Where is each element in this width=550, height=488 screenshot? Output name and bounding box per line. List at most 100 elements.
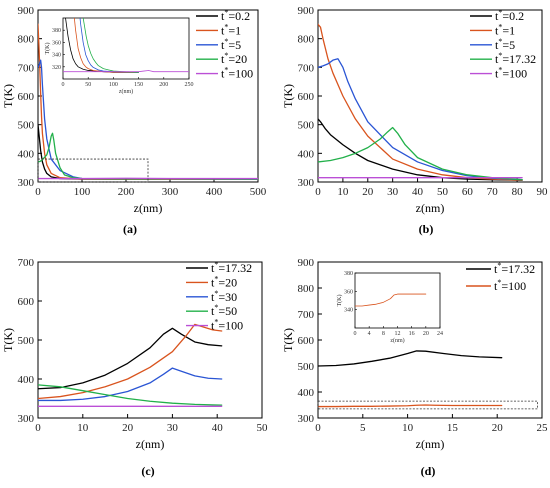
legend: t*=0.2t*=1t*=5t*=20t*=100 <box>196 8 253 81</box>
x-tick-label: 80 <box>512 186 524 198</box>
inset-series-group <box>355 293 427 307</box>
x-tick-label: 200 <box>118 186 135 198</box>
legend-entry: t*=20 <box>211 274 237 289</box>
inset-x-tick-label: 50 <box>85 82 91 88</box>
x-tick-label: 90 <box>537 186 549 198</box>
series-line-0 <box>38 124 258 180</box>
x-tick-label: 500 <box>250 186 267 198</box>
series-line-0 <box>318 350 503 367</box>
inset-y-tick-label: 340 <box>52 53 61 59</box>
legend-entry: t*=17.32 <box>495 51 536 66</box>
y-tick-label: 400 <box>18 148 35 160</box>
x-tick-label: 100 <box>74 186 91 198</box>
series-line-2 <box>38 59 258 180</box>
legend-entry: t*=17.32 <box>211 260 252 275</box>
inset-y-tick-label: 380 <box>344 271 353 277</box>
y-tick-label: 500 <box>298 361 315 373</box>
inset-y-tick-label: 320 <box>52 65 61 71</box>
x-tick-label: 0 <box>35 186 41 198</box>
x-tick-label: 60 <box>462 186 474 198</box>
y-axis-label: T(K) <box>1 328 15 352</box>
x-tick-label: 400 <box>206 186 223 198</box>
inset-y-axis-label: T(K) <box>44 43 51 55</box>
legend-entry: t*=100 <box>494 278 526 293</box>
legend-entry: t*=100 <box>211 318 243 333</box>
x-tick-label: 10 <box>337 186 349 198</box>
legend-entry: t*=100 <box>221 66 253 81</box>
panel-a: 0 100 200 300 400 500300400500600700800900z(n… <box>1 5 267 236</box>
x-axis-label: z(nm) <box>134 201 163 215</box>
panel-label: (c) <box>141 464 154 478</box>
legend: t*=17.32 t*=100 <box>466 261 535 293</box>
legend-entry: t*=0.2 <box>221 8 250 23</box>
inset-x-tick-label: 150 <box>134 82 143 88</box>
inset-y-tick-label: 360 <box>344 289 353 295</box>
series-line-1 <box>318 404 503 408</box>
series-line-3 <box>38 384 223 406</box>
inset-x-tick-label: 20 <box>423 331 429 337</box>
legend-entry: t*=5 <box>495 37 515 52</box>
series-line-3 <box>318 126 523 181</box>
inset-x-tick-label: 16 <box>409 331 415 337</box>
inset-x-tick-label: 0 <box>62 82 65 88</box>
y-tick-label: 500 <box>18 335 35 347</box>
y-tick-label: 400 <box>298 387 315 399</box>
y-tick-label: 300 <box>18 413 35 425</box>
legend-entry: t*=0.2 <box>495 8 524 23</box>
series-group <box>318 23 523 181</box>
inset-x-axis-label: z(nm) <box>119 88 133 95</box>
legend-entry: t*=5 <box>221 37 241 52</box>
y-tick-label: 300 <box>298 413 315 425</box>
y-tick-label: 700 <box>298 309 315 321</box>
series-line-2 <box>38 367 223 402</box>
y-tick-label: 500 <box>18 120 35 132</box>
inset-y-tick-label: 360 <box>52 40 61 46</box>
x-tick-label: 30 <box>387 186 399 198</box>
inset-x-tick-label: 250 <box>185 82 194 88</box>
x-tick-label: 15 <box>447 422 459 434</box>
inset-series-line-3 <box>82 18 140 73</box>
x-tick-label: 20 <box>492 422 504 434</box>
series-line-0 <box>38 327 223 390</box>
y-tick-label: 800 <box>18 34 35 46</box>
x-tick-label: 10 <box>402 422 414 434</box>
legend-entry: t*=17.32 <box>494 261 535 276</box>
y-tick-label: 400 <box>298 148 315 160</box>
x-tick-label: 40 <box>412 186 424 198</box>
inset-x-tick-label: 12 <box>395 331 401 337</box>
x-tick-label: 10 <box>77 422 89 434</box>
x-tick-label: 300 <box>162 186 179 198</box>
inset-series-line-2 <box>79 18 140 73</box>
series-group <box>318 350 503 408</box>
y-tick-label: 800 <box>298 34 315 46</box>
y-tick-label: 400 <box>18 374 35 386</box>
inset-y-axis-label: T(K) <box>336 295 343 307</box>
x-axis-label: z(nm) <box>136 437 165 451</box>
y-axis-label: T(K) <box>281 328 295 352</box>
y-tick-label: 900 <box>298 5 315 17</box>
series-line-1 <box>318 23 523 181</box>
inset-x-tick-label: 4 <box>368 331 371 337</box>
x-tick-label: 0 <box>315 422 321 434</box>
y-tick-label: 600 <box>298 91 315 103</box>
inset-series-line-4 <box>63 70 189 73</box>
x-tick-label: 0 <box>35 422 41 434</box>
x-tick-label: 5 <box>360 422 366 434</box>
y-axis-label: T(K) <box>281 84 295 108</box>
y-tick-label: 300 <box>298 177 315 189</box>
inset-x-tick-label: 200 <box>159 82 168 88</box>
inset-x-tick-label: 100 <box>109 82 118 88</box>
y-tick-label: 500 <box>298 120 315 132</box>
inset-x-axis-label: z(nm) <box>390 337 404 344</box>
y-tick-label: 600 <box>18 296 35 308</box>
legend-entry: t*=20 <box>221 51 247 66</box>
x-tick-label: 70 <box>487 186 499 198</box>
inset-x-tick-label: 24 <box>437 331 443 337</box>
panel-c: 0 10 20 30 40 50 300 400 500 600 700 z(nm) T(K) (c) t*… <box>1 257 268 478</box>
panel-label: (b) <box>419 222 434 236</box>
inset-y-tick-label: 380 <box>52 28 61 34</box>
x-tick-label: 20 <box>362 186 374 198</box>
y-tick-label: 300 <box>18 177 35 189</box>
inset-x-tick-label: 0 <box>354 331 357 337</box>
